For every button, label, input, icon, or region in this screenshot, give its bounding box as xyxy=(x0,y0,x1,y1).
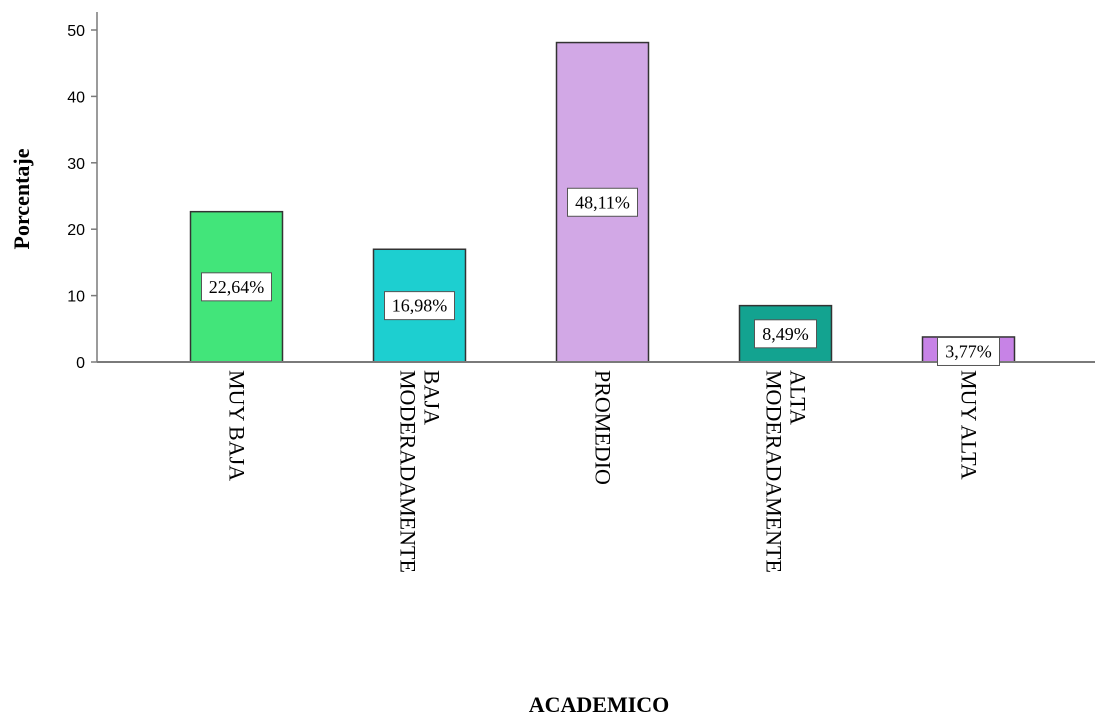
x-tick-label: MUY BAJA xyxy=(225,370,250,481)
x-tick-label-line: MUY ALTA xyxy=(957,370,982,480)
y-axis: 0 10 20 30 40 50 xyxy=(67,12,98,372)
data-label-text: 16,98% xyxy=(392,296,448,316)
data-label: 48,11% xyxy=(567,187,638,217)
y-tick-label: 30 xyxy=(67,156,85,173)
x-tick-label-line: MODERADAMENTE xyxy=(396,370,421,573)
x-tick-label: PROMEDIO xyxy=(591,370,616,485)
x-tick-label: MODERADAMENTEBAJA xyxy=(396,370,445,573)
y-tick-label: 20 xyxy=(67,222,85,239)
y-tick-label: 10 xyxy=(67,289,85,306)
data-label: 3,77% xyxy=(937,336,1000,366)
data-label-text: 48,11% xyxy=(575,192,630,212)
x-tick-label-line: ALTA xyxy=(786,370,811,425)
y-tick-label: 40 xyxy=(67,89,85,106)
y-axis-title: Porcentaje xyxy=(9,148,34,249)
x-tick-label-line: BAJA xyxy=(420,370,445,425)
x-tick-label-line: MODERADAMENTE xyxy=(762,370,787,573)
data-label-text: 8,49% xyxy=(762,324,809,344)
y-tick-label: 50 xyxy=(67,23,85,40)
data-label: 16,98% xyxy=(384,291,455,321)
data-label-box xyxy=(754,319,817,349)
data-label-box xyxy=(937,336,1000,366)
data-label-box xyxy=(567,187,638,217)
data-label-box xyxy=(201,272,272,302)
data-label-text: 22,64% xyxy=(209,277,265,297)
x-tick-label-line: MUY BAJA xyxy=(225,370,250,481)
data-label: 22,64% xyxy=(201,272,272,302)
y-tick-label: 0 xyxy=(76,355,85,372)
x-tick-label: MUY ALTA xyxy=(957,370,982,480)
category-labels: MUY BAJA MODERADAMENTEBAJA PROMEDIO MODERAD… xyxy=(225,370,982,573)
data-label-box xyxy=(384,291,455,321)
x-tick-label-line: PROMEDIO xyxy=(591,370,616,485)
data-label: 8,49% xyxy=(754,319,817,349)
data-labels: 22,64% 16,98% 48,11% 8,49% 3,77% xyxy=(201,187,1000,366)
data-label-text: 3,77% xyxy=(945,341,992,361)
x-axis-title: ACADEMICO xyxy=(529,692,670,717)
x-tick-label: MODERADAMENTEALTA xyxy=(762,370,811,573)
